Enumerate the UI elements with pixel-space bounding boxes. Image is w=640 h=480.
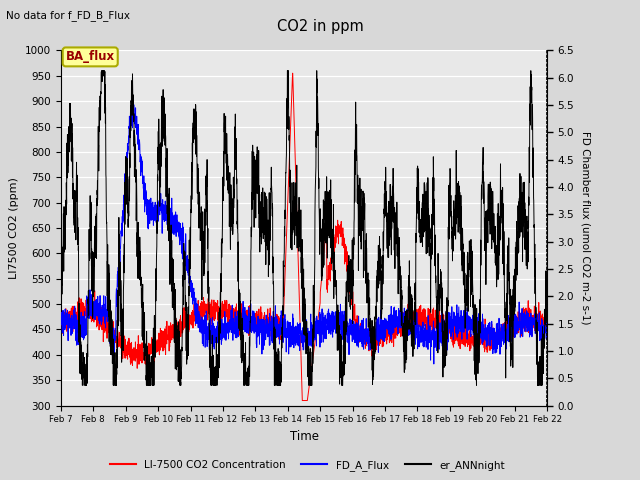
Y-axis label: LI7500 CO2 (ppm): LI7500 CO2 (ppm) — [10, 177, 19, 279]
Text: No data for f_FD_B_Flux: No data for f_FD_B_Flux — [6, 10, 131, 21]
Legend: LI-7500 CO2 Concentration, FD_A_Flux, er_ANNnight: LI-7500 CO2 Concentration, FD_A_Flux, er… — [106, 456, 509, 475]
Y-axis label: FD Chamber flux (umol CO2 m-2 s-1): FD Chamber flux (umol CO2 m-2 s-1) — [581, 131, 591, 325]
Text: CO2 in ppm: CO2 in ppm — [276, 19, 364, 34]
X-axis label: Time: Time — [289, 430, 319, 443]
Text: BA_flux: BA_flux — [66, 50, 115, 63]
